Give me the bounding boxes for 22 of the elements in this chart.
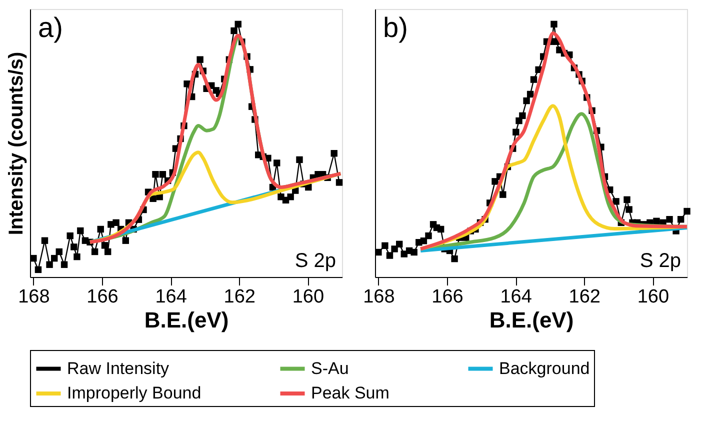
legend-label: Background — [499, 358, 590, 378]
legend-label: Raw Intensity — [67, 358, 170, 378]
annotation: S 2p — [294, 250, 336, 272]
legend-label: S-Au — [311, 358, 349, 378]
x-axis-title: B.E.(eV) — [489, 308, 574, 332]
x-tick-label: 162 — [224, 286, 256, 308]
x-tick-label: 166 — [432, 286, 464, 308]
x-tick-label: 160 — [292, 286, 324, 308]
x-tick-label: 168 — [363, 286, 395, 308]
x-tick-label: 162 — [568, 286, 600, 308]
y-axis-title: Intensity (counts/s) — [6, 52, 28, 236]
x-tick-label: 160 — [637, 286, 670, 308]
x-axis-title: B.E.(eV) — [144, 308, 229, 332]
legend-label: Improperly Bound — [67, 384, 202, 402]
x-tick-label: 164 — [500, 286, 532, 308]
legend-label: Peak Sum — [311, 384, 390, 402]
x-tick-label: 168 — [18, 286, 50, 308]
annotation: a) — [38, 12, 63, 43]
annotation: b) — [383, 12, 408, 43]
annotation: S 2p — [640, 250, 681, 272]
x-tick-label: 164 — [155, 286, 188, 308]
x-tick-label: 166 — [86, 286, 118, 308]
